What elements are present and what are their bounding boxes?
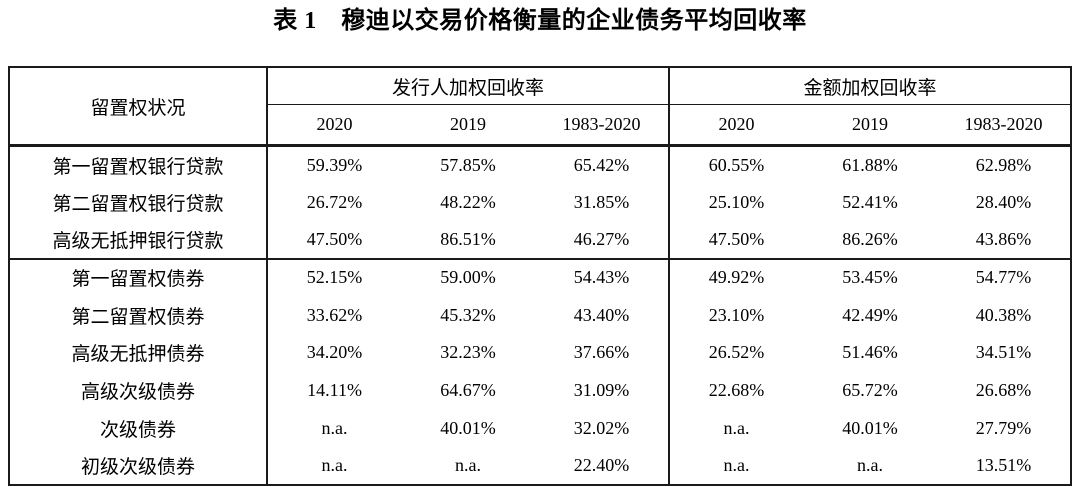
- recovery-rate-table: 留置权状况 发行人加权回收率 金额加权回收率 2020 2019 1983-20…: [8, 66, 1072, 486]
- value-cell: 37.66%: [535, 333, 671, 372]
- value-cell: 54.43%: [535, 258, 671, 297]
- value-cell: 62.98%: [975, 154, 1032, 175]
- table-row: 初级次级债券 n.a. n.a. 22.40% n.a. n.a. 13.51%: [9, 447, 1071, 485]
- year-header: 2020: [267, 104, 402, 147]
- value-cell: n.a.: [723, 417, 750, 438]
- group-header-row: 留置权状况 发行人加权回收率 金额加权回收率: [9, 67, 1071, 147]
- table-row: 第二留置权银行贷款 26.72% 48.22% 31.85% 25.10% 52…: [9, 183, 1071, 221]
- value-cell: 54.77%: [975, 267, 1032, 288]
- row-label: 第二留置权债券: [9, 296, 269, 334]
- table-row: 次级债券 n.a. 40.01% 32.02% n.a. 40.01% 27.7…: [9, 409, 1071, 447]
- value-cell: 59.00%: [440, 267, 496, 288]
- value-cell: 53.45%: [842, 267, 898, 288]
- row-label: 次级债券: [9, 409, 269, 447]
- value-cell: 22.68%: [708, 379, 765, 400]
- table-row: 第二留置权债券 33.62% 45.32% 43.40% 23.10% 42.4…: [9, 296, 1071, 334]
- value-cell: 27.79%: [975, 417, 1032, 438]
- year-header: 1983-2020: [535, 104, 671, 147]
- year-header: 2019: [401, 104, 536, 147]
- value-cell: 61.88%: [842, 154, 898, 175]
- value-cell: 47.50%: [708, 228, 765, 249]
- value-cell: 48.22%: [440, 191, 496, 212]
- row-label: 高级无抵押银行贷款: [9, 220, 269, 259]
- value-cell: n.a.: [723, 454, 750, 475]
- value-cell: 42.49%: [842, 304, 898, 325]
- value-cell: 40.01%: [842, 417, 898, 438]
- value-cell: 32.23%: [440, 342, 496, 363]
- row-label: 高级无抵押债券: [9, 333, 269, 372]
- table-row: 高级无抵押债券 34.20% 32.23% 37.66% 26.52% 51.4…: [9, 333, 1071, 372]
- value-cell: 23.10%: [708, 304, 765, 325]
- value-cell: 26.68%: [975, 379, 1032, 400]
- page-title: 表 1 穆迪以交易价格衡量的企业债务平均回收率: [273, 8, 807, 34]
- value-cell: 28.40%: [975, 191, 1032, 212]
- value-cell: 52.15%: [306, 267, 363, 288]
- value-cell: 86.51%: [440, 228, 496, 249]
- row-label: 第一留置权债券: [9, 258, 269, 297]
- value-cell: 25.10%: [708, 191, 765, 212]
- value-cell: 33.62%: [306, 304, 363, 325]
- value-cell: n.a.: [321, 417, 348, 438]
- year-header: 2020: [669, 104, 803, 147]
- value-cell: 65.72%: [842, 379, 898, 400]
- value-cell: 45.32%: [440, 304, 496, 325]
- row-label: 第二留置权银行贷款: [9, 183, 269, 221]
- value-cell: 57.85%: [440, 154, 496, 175]
- value-cell: n.a.: [321, 454, 348, 475]
- value-cell: 40.01%: [440, 417, 496, 438]
- corner-header-lien-status: 留置权状况: [9, 67, 269, 147]
- value-cell: 64.67%: [440, 379, 496, 400]
- value-cell: 43.40%: [535, 296, 671, 334]
- year-header: 1983-2020: [936, 104, 1071, 147]
- value-cell: 31.85%: [535, 183, 671, 221]
- value-cell: 32.02%: [535, 409, 671, 447]
- year-header-row: 2020 2019 1983-2020 2020 2019 1983-2020: [9, 104, 1071, 147]
- value-cell: 86.26%: [842, 228, 898, 249]
- value-cell: 34.51%: [975, 342, 1032, 363]
- value-cell: 65.42%: [535, 145, 671, 184]
- value-cell: 51.46%: [842, 342, 898, 363]
- section-bonds: 第一留置权债券 52.15% 59.00% 54.43% 49.92% 53.4…: [9, 258, 1071, 485]
- value-cell: 60.55%: [708, 154, 765, 175]
- section-bank-loans: 第一留置权银行贷款 59.39% 57.85% 65.42% 60.55% 61…: [9, 145, 1071, 259]
- row-label: 高级次级债券: [9, 371, 269, 410]
- value-cell: 49.92%: [708, 267, 765, 288]
- group-header-amount-weighted: 金额加权回收率: [669, 67, 1071, 105]
- row-label: 第一留置权银行贷款: [9, 145, 269, 184]
- value-cell: n.a.: [856, 454, 883, 475]
- value-cell: 46.27%: [535, 220, 671, 259]
- group-header-issuer-weighted: 发行人加权回收率: [267, 67, 671, 105]
- value-cell: 47.50%: [306, 228, 363, 249]
- value-cell: 26.52%: [708, 342, 765, 363]
- value-cell: 31.09%: [535, 371, 671, 410]
- value-cell: 40.38%: [975, 304, 1032, 325]
- table-row: 第一留置权银行贷款 59.39% 57.85% 65.42% 60.55% 61…: [9, 145, 1071, 184]
- value-cell: n.a.: [455, 454, 482, 475]
- table-row: 第一留置权债券 52.15% 59.00% 54.43% 49.92% 53.4…: [9, 258, 1071, 297]
- value-cell: 59.39%: [306, 154, 363, 175]
- value-cell: 22.40%: [535, 447, 671, 485]
- year-header: 2019: [803, 104, 937, 147]
- value-cell: 43.86%: [975, 228, 1032, 249]
- value-cell: 14.11%: [307, 379, 362, 400]
- table-row: 高级次级债券 14.11% 64.67% 31.09% 22.68% 65.72…: [9, 371, 1071, 410]
- table-row: 高级无抵押银行贷款 47.50% 86.51% 46.27% 47.50% 86…: [9, 220, 1071, 259]
- value-cell: 52.41%: [842, 191, 898, 212]
- value-cell: 13.51%: [975, 454, 1032, 475]
- value-cell: 26.72%: [306, 191, 363, 212]
- row-label: 初级次级债券: [9, 447, 269, 485]
- value-cell: 34.20%: [306, 342, 363, 363]
- table-header: 留置权状况 发行人加权回收率 金额加权回收率 2020 2019 1983-20…: [9, 67, 1071, 147]
